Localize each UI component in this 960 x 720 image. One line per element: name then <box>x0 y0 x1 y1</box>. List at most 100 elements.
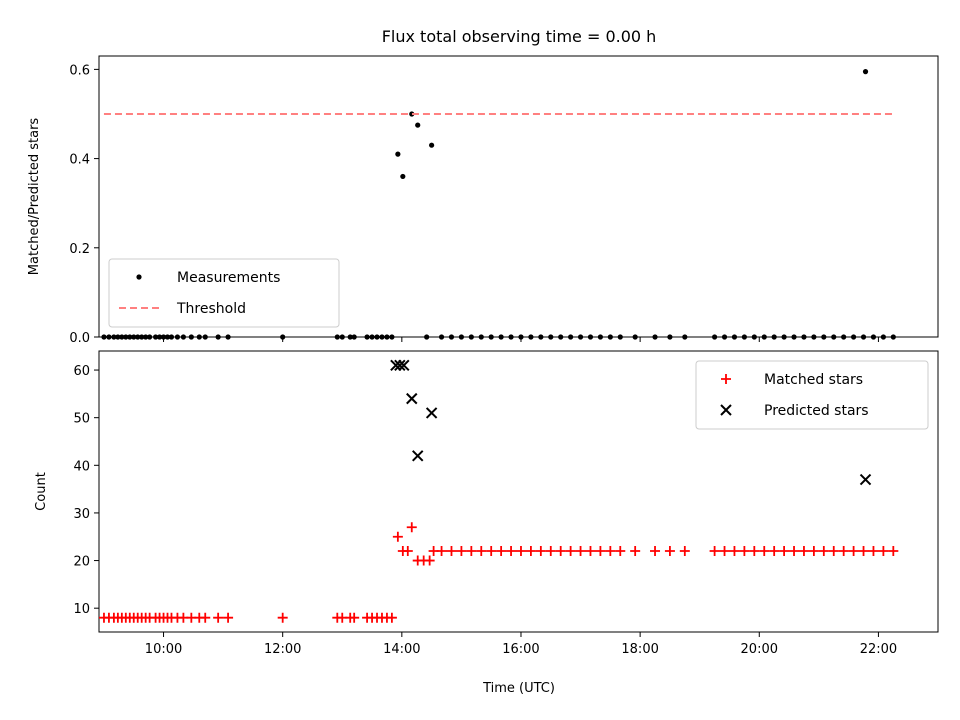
matched-star-point <box>615 546 626 557</box>
matched-star-point <box>878 546 889 557</box>
x-tick-label: 22:00 <box>860 642 897 657</box>
matched-star-point <box>808 546 819 557</box>
measurement-point <box>123 334 129 340</box>
legend-label: Threshold <box>176 301 246 317</box>
matched-star-point <box>828 546 839 557</box>
predicted-star-point <box>394 359 406 371</box>
measurement-point <box>415 122 421 128</box>
measurement-point <box>127 334 133 340</box>
measurement-point <box>160 334 167 340</box>
matched-star-point <box>858 546 869 557</box>
x-tick-label: 14:00 <box>383 642 420 657</box>
measurement-point <box>870 334 877 340</box>
measurement-point <box>424 334 430 340</box>
matched-star-point <box>506 546 517 557</box>
measurement-point <box>751 334 757 340</box>
measurement-point <box>831 334 837 340</box>
measurement-point <box>147 334 153 340</box>
matched-star-point <box>200 612 211 623</box>
legend-label: Measurements <box>177 270 280 286</box>
matched-star-point <box>679 546 690 557</box>
measurement-point <box>458 334 465 340</box>
matched-star-point <box>349 612 360 623</box>
predicted-star-point <box>398 359 410 371</box>
y-tick-label: 0.4 <box>69 153 90 168</box>
measurement-point <box>711 334 718 340</box>
measurement-point <box>280 334 286 340</box>
matched-star-point <box>789 546 800 557</box>
measurement-point <box>101 334 107 340</box>
measurement-point <box>528 334 534 340</box>
legend-matched-swatch <box>721 374 731 384</box>
measurement-point <box>667 334 673 340</box>
top-panel: 0.0 0.2 0.4 0.6 Measurements Threshold <box>69 55 939 346</box>
x-axis-label: Time (UTC) <box>482 681 555 696</box>
measurement-point <box>478 334 484 340</box>
predicted-star-point <box>406 392 418 405</box>
measurement-point <box>731 334 738 340</box>
matched-star-point <box>555 546 566 557</box>
matched-star-point <box>779 546 790 557</box>
measurement-point <box>115 334 121 340</box>
legend: Measurements Threshold <box>108 258 340 328</box>
measurement-point <box>548 334 554 340</box>
matched-star-point <box>749 546 760 557</box>
legend: Matched stars Predicted stars <box>695 360 929 430</box>
measurement-point <box>395 151 401 157</box>
matched-star-point <box>277 612 288 623</box>
measurement-point <box>568 334 574 340</box>
measurement-point <box>152 334 159 340</box>
y-tick-label: 0.0 <box>69 331 90 346</box>
legend-measurement-swatch <box>136 274 142 280</box>
measurement-point <box>384 334 390 340</box>
y-tick-label: 40 <box>73 459 90 474</box>
measurement-point <box>389 334 395 340</box>
x-tick-label: 12:00 <box>264 642 301 657</box>
matched-star-point <box>650 546 661 557</box>
matched-star-point <box>496 546 507 557</box>
matched-star-point <box>605 546 616 557</box>
measurement-point <box>508 334 514 340</box>
matched-star-point <box>868 546 879 557</box>
measurement-point <box>682 334 688 340</box>
matched-star-point <box>769 546 780 557</box>
measurement-point <box>180 334 186 340</box>
measurement-point <box>880 334 886 340</box>
measurement-point <box>821 334 827 340</box>
measurement-point <box>741 334 747 340</box>
matched-star-point <box>436 546 447 557</box>
measurement-point <box>135 334 141 340</box>
measurement-point <box>597 334 604 340</box>
measurement-point <box>202 334 208 340</box>
matched-star-point <box>739 546 750 557</box>
measurement-point <box>791 334 797 340</box>
bottom-y-axis-label: Count <box>34 472 49 511</box>
measurement-point <box>351 334 357 340</box>
measurement-point <box>498 334 504 340</box>
measurement-point <box>761 334 767 340</box>
matched-star-point <box>630 546 641 557</box>
legend-label: Matched stars <box>764 372 863 388</box>
legend-box <box>108 258 340 328</box>
matched-star-point <box>223 612 234 623</box>
measurement-point <box>400 173 406 180</box>
matched-star-point <box>709 546 720 557</box>
measurement-point <box>429 142 435 148</box>
y-tick-label: 0.6 <box>69 63 90 78</box>
measurement-point <box>374 334 380 340</box>
measurement-point <box>339 334 345 340</box>
matched-star-point <box>565 546 576 557</box>
matched-star-point <box>456 546 467 557</box>
y-tick-label: 20 <box>73 555 90 570</box>
y-tick-label: 0.2 <box>69 242 90 257</box>
measurement-point <box>139 334 145 340</box>
matched-star-point <box>386 612 397 623</box>
matched-star-point <box>719 546 730 557</box>
matched-star-point <box>759 546 770 557</box>
measurement-point <box>518 334 524 340</box>
measurement-point <box>781 334 787 340</box>
matched-star-point <box>535 546 546 557</box>
measurement-point <box>538 334 544 340</box>
legend-label: Predicted stars <box>764 403 869 419</box>
